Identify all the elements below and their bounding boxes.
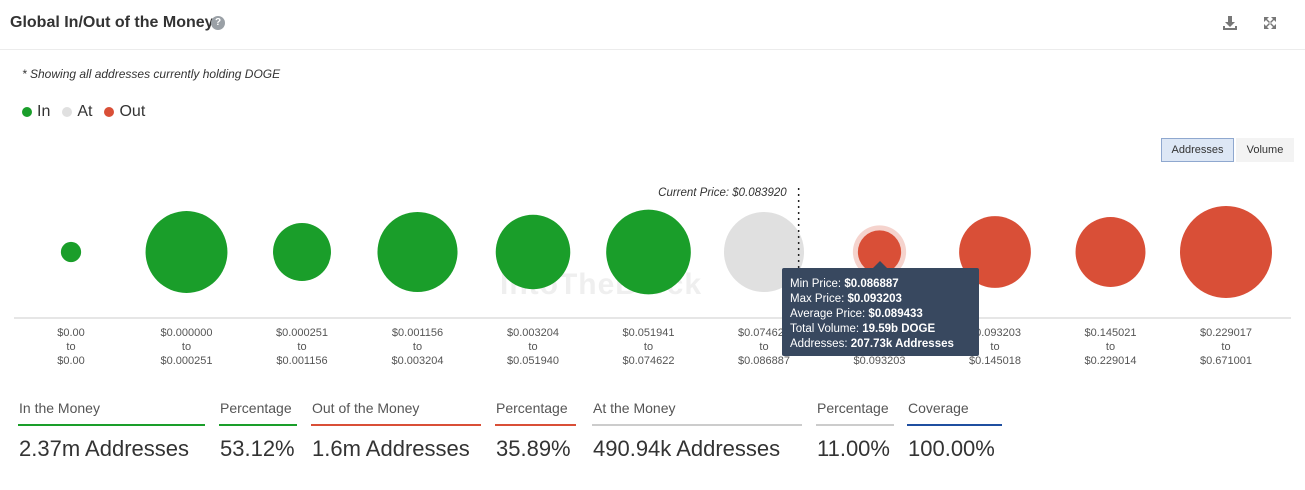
bubble-tooltip: Min Price: $0.086887 Max Price: $0.09320… [782,268,979,356]
in-out-money-chart: $0.00 to $0.00 $0.000000 to $0.000251 $0.00025… [14,187,1291,367]
holding-note: * Showing all addresses currently holdin… [22,67,281,81]
tick-label: $0.003204 [392,355,444,367]
stat-value: 100.00% [908,436,995,461]
tick-label: $0.145021 [1085,327,1137,339]
tick-label: to [413,341,422,353]
bubble-in[interactable] [377,211,458,293]
stat-out-of-the-money: Out of the Money 1.6m Addresses [311,400,481,462]
volume-toggle-button[interactable]: Volume [1236,138,1294,162]
stat-at-percentage: Percentage 11.00% [816,400,894,462]
tick-label: $0.093203 [969,327,1021,339]
tick-label: $0.051940 [507,355,559,367]
tooltip-row-addresses: Addresses: 207.73k Addresses [790,338,954,350]
addresses-toggle-button[interactable]: Addresses [1161,138,1234,162]
tick-label: $0.003204 [507,327,559,339]
stat-at-the-money: At the Money 490.94k Addresses [592,400,802,462]
tooltip-row-avg-price: Average Price: $0.089433 [790,308,923,320]
tick-label: to [759,341,768,353]
stat-label: Coverage [907,400,1002,426]
tick-label: to [297,341,306,353]
stat-in-percentage: Percentage 53.12% [219,400,297,462]
stat-label: Out of the Money [311,400,481,426]
tick-label: $0.001156 [276,355,327,367]
legend-item-out[interactable]: Out [104,103,145,121]
chart-legend: In At Out [22,103,145,121]
legend-label-out: Out [119,103,146,120]
stat-label: Percentage [219,400,297,426]
stat-value: 11.00% [817,436,890,461]
tooltip-row-max-price: Max Price: $0.093203 [790,293,902,305]
stat-label: Percentage [495,400,576,426]
widget-header: Global In/Out of the Money ? [0,0,1305,50]
tick-label: $0.074622 [623,355,675,367]
tooltip-row-total-volume: Total Volume: 19.59b DOGE [790,323,936,335]
stat-value: 35.89% [496,436,571,461]
tooltip-arrow [873,261,887,268]
legend-dot-in [22,107,32,117]
bubble-out[interactable] [1180,206,1272,298]
summary-stats: In the Money 2.37m Addresses Percentage … [0,400,1305,490]
help-icon[interactable]: ? [211,16,225,30]
stat-value: 53.12% [220,436,295,461]
tick-label: $0.000251 [276,327,328,339]
bubble-in[interactable] [273,223,331,281]
tick-label: to [528,341,537,353]
tick-label: $0.145018 [969,355,1021,367]
stat-coverage: Coverage 100.00% [907,400,1002,462]
tick-label: $0.051941 [623,327,675,339]
widget-title: Global In/Out of the Money [10,14,214,31]
bubble-in[interactable] [60,241,82,263]
tick-label: $0.671001 [1200,355,1252,367]
bubble-in[interactable] [495,214,571,290]
stat-out-percentage: Percentage 35.89% [495,400,576,462]
stat-label: At the Money [592,400,802,426]
bubble-out[interactable] [1075,217,1146,287]
legend-dot-out [104,107,115,117]
tick-label: to [182,341,191,353]
tick-label: to [644,341,653,353]
stat-label: In the Money [18,400,205,426]
tick-label: $0.229017 [1200,327,1252,339]
tick-label: to [1221,341,1230,353]
tooltip-row-min-price: Min Price: $0.086887 [790,278,899,290]
bubble-in[interactable] [606,209,691,295]
tick-label: $0.000000 [161,327,213,339]
stat-in-the-money: In the Money 2.37m Addresses [18,400,205,462]
legend-label-in: In [37,103,51,120]
stat-value: 1.6m Addresses [312,436,470,461]
stat-value: 2.37m Addresses [19,436,189,461]
tick-label: to [990,341,999,353]
stat-label: Percentage [816,400,894,426]
download-icon[interactable] [1221,14,1239,32]
tick-label: to [66,341,75,353]
legend-item-at[interactable]: At [62,103,92,121]
tick-label: $0.086887 [738,355,790,367]
legend-dot-at [62,107,73,117]
legend-item-in[interactable]: In [22,103,50,121]
tick-label: $0.093203 [854,355,906,367]
tick-label: $0.229014 [1085,355,1137,367]
tick-label: $0.00 [57,355,85,367]
bubble-in[interactable] [145,211,228,293]
tick-label: $0.000251 [161,355,213,367]
current-price-label: Current Price: $0.083920 [658,187,787,199]
legend-label-at: At [77,103,93,120]
expand-icon[interactable] [1261,14,1279,32]
bubble-out[interactable] [857,230,902,274]
stat-value: 490.94k Addresses [593,436,781,461]
tick-label: $0.074622 [738,327,790,339]
tick-label: $0.00 [57,327,85,339]
tick-label: $0.001156 [392,327,443,339]
tick-label: to [1106,341,1115,353]
